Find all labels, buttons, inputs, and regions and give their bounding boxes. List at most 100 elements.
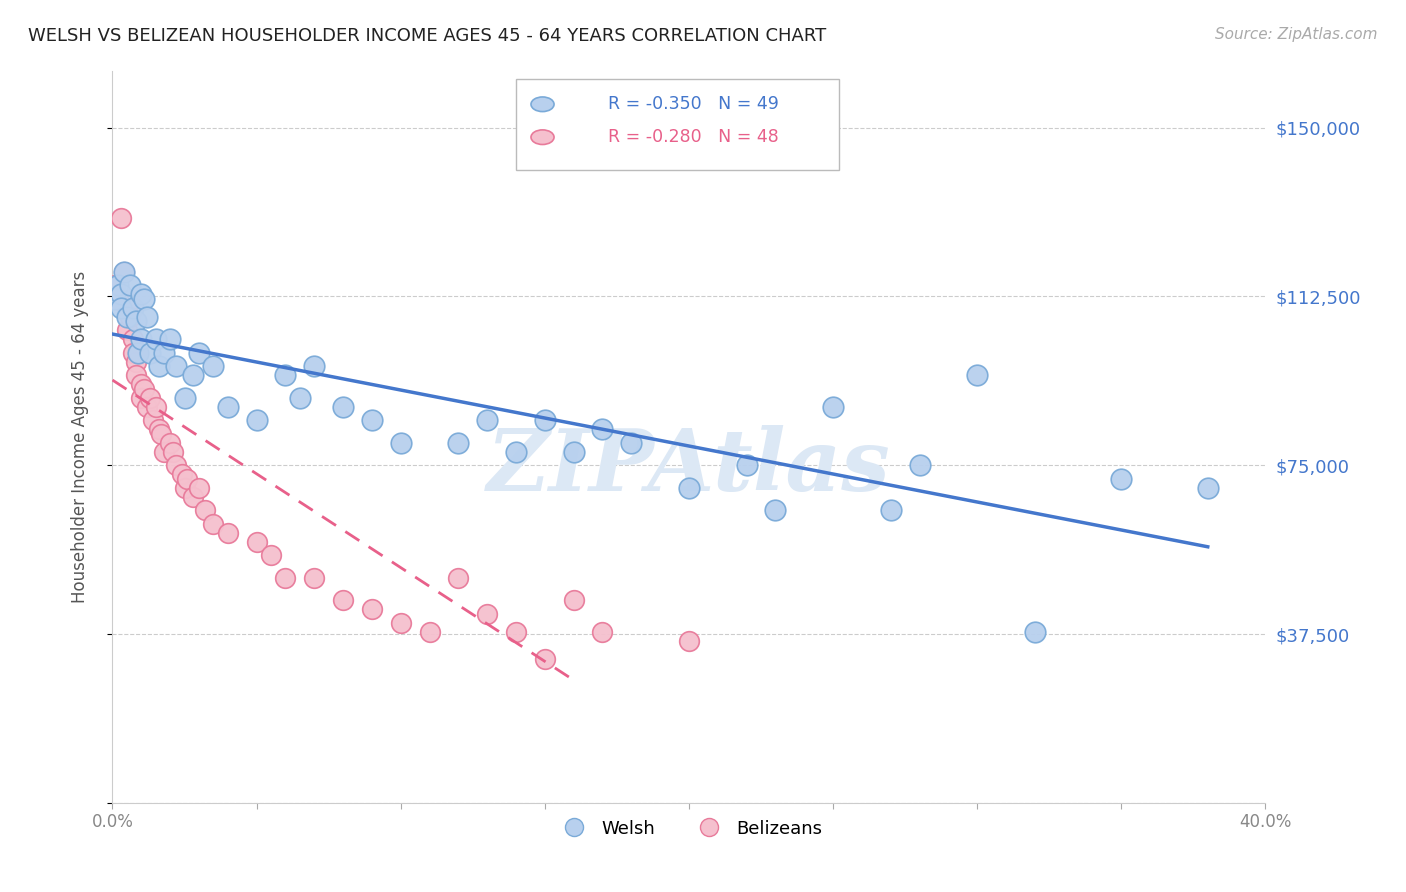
Point — [145, 332, 167, 346]
Point — [121, 345, 143, 359]
Point — [153, 444, 176, 458]
Point — [162, 444, 184, 458]
Point — [1197, 481, 1219, 495]
Point — [966, 368, 988, 383]
Point — [104, 292, 127, 306]
Point — [148, 422, 170, 436]
Point — [118, 310, 141, 324]
Point — [159, 332, 181, 346]
Point — [124, 314, 146, 328]
Point — [360, 413, 382, 427]
Text: R = -0.280   N = 48: R = -0.280 N = 48 — [609, 128, 779, 146]
Point — [274, 571, 297, 585]
Point — [127, 345, 149, 359]
Text: WELSH VS BELIZEAN HOUSEHOLDER INCOME AGES 45 - 64 YEARS CORRELATION CHART: WELSH VS BELIZEAN HOUSEHOLDER INCOME AGE… — [28, 27, 827, 45]
Text: R = -0.350   N = 49: R = -0.350 N = 49 — [609, 95, 779, 113]
Point — [389, 435, 412, 450]
Point — [136, 400, 159, 414]
Point — [139, 345, 162, 359]
Point — [260, 548, 283, 562]
Point — [188, 481, 211, 495]
Circle shape — [531, 130, 554, 145]
Point — [129, 377, 153, 392]
Point — [107, 292, 129, 306]
Point — [107, 278, 129, 293]
Point — [170, 467, 193, 482]
Circle shape — [531, 97, 554, 112]
Point — [475, 413, 499, 427]
Point — [153, 345, 176, 359]
FancyBboxPatch shape — [516, 78, 839, 170]
Point — [176, 472, 198, 486]
Point — [129, 287, 153, 301]
Point — [188, 345, 211, 359]
Point — [136, 310, 159, 324]
Point — [115, 323, 138, 337]
Point — [150, 426, 173, 441]
Point — [534, 413, 557, 427]
Point — [678, 481, 700, 495]
Point — [562, 593, 585, 607]
Point — [104, 278, 127, 293]
Point — [534, 652, 557, 666]
Point — [165, 359, 187, 374]
Point — [332, 593, 354, 607]
Point — [202, 516, 225, 531]
Point — [121, 332, 143, 346]
Point — [110, 301, 132, 315]
Point — [332, 400, 354, 414]
Point — [821, 400, 844, 414]
Point — [246, 413, 269, 427]
Point — [419, 624, 441, 639]
Point — [246, 534, 269, 549]
Point — [181, 368, 204, 383]
Point — [148, 359, 170, 374]
Point — [112, 265, 135, 279]
Legend: Welsh, Belizeans: Welsh, Belizeans — [548, 813, 830, 845]
Point — [1024, 624, 1046, 639]
Point — [475, 607, 499, 621]
Text: ZIPAtlas: ZIPAtlas — [486, 425, 891, 508]
Point — [304, 571, 326, 585]
Point — [562, 444, 585, 458]
Point — [304, 359, 326, 374]
Y-axis label: Householder Income Ages 45 - 64 years: Householder Income Ages 45 - 64 years — [70, 271, 89, 603]
Point — [1111, 472, 1133, 486]
Point — [127, 345, 149, 359]
Point — [505, 444, 527, 458]
Point — [173, 391, 195, 405]
Point — [194, 503, 217, 517]
Point — [288, 391, 311, 405]
Point — [110, 287, 132, 301]
Point — [217, 525, 239, 540]
Point — [217, 400, 239, 414]
Point — [735, 458, 758, 473]
Point — [765, 503, 787, 517]
Point — [139, 391, 162, 405]
Point — [134, 292, 156, 306]
Point — [447, 571, 470, 585]
Point — [134, 382, 156, 396]
Point — [115, 310, 138, 324]
Point — [592, 624, 614, 639]
Point — [118, 278, 141, 293]
Point — [678, 633, 700, 648]
Text: Source: ZipAtlas.com: Source: ZipAtlas.com — [1215, 27, 1378, 42]
Point — [129, 332, 153, 346]
Point — [389, 615, 412, 630]
Point — [159, 435, 181, 450]
Point — [112, 265, 135, 279]
Point — [908, 458, 931, 473]
Point — [173, 481, 195, 495]
Point — [202, 359, 225, 374]
Point — [145, 400, 167, 414]
Point — [360, 602, 382, 616]
Point — [165, 458, 187, 473]
Point — [110, 211, 132, 225]
Point — [115, 301, 138, 315]
Point — [274, 368, 297, 383]
Point — [181, 490, 204, 504]
Point — [121, 301, 143, 315]
Point — [447, 435, 470, 450]
Point — [142, 413, 165, 427]
